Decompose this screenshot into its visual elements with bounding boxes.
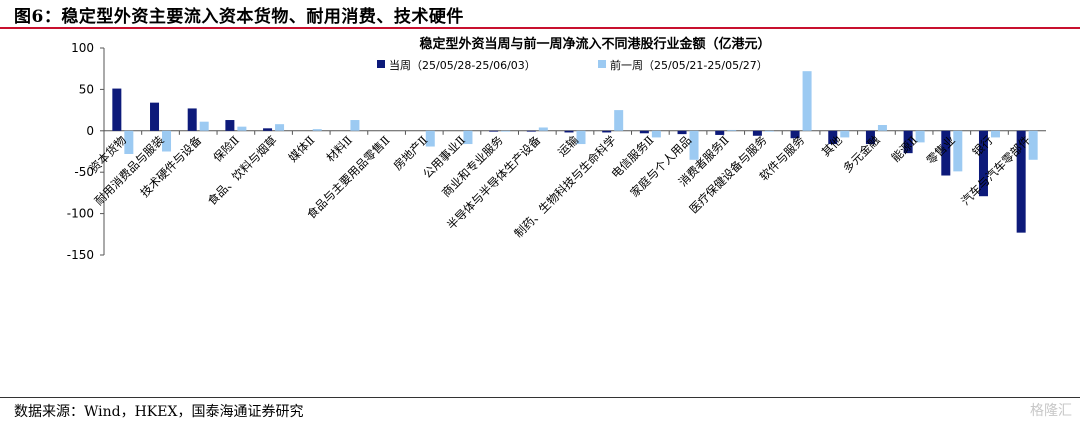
bar-previous-8 (425, 130, 435, 147)
bar-previous-23 (990, 130, 1000, 138)
bars (112, 71, 1038, 233)
bar-previous-9 (463, 130, 473, 145)
bar-current-0 (112, 88, 122, 131)
figure-title: 图6：稳定型外资主要流入资本货物、耐用消费、技术硬件 (14, 7, 464, 27)
bar-previous-4 (275, 124, 285, 131)
axes: 100 50 0 -50 -100 -150 (67, 41, 1046, 262)
bar-current-1 (150, 102, 160, 131)
bar-previous-21 (915, 130, 925, 143)
bar-current-20 (865, 130, 875, 145)
bar-previous-2 (199, 121, 209, 131)
bar-current-14 (639, 130, 649, 134)
x-category-label: 多元金融 (840, 133, 883, 176)
bar-previous-22 (953, 130, 963, 172)
bar-current-17 (752, 130, 762, 136)
x-category-label: 保险Ⅱ (210, 133, 242, 165)
bar-current-10 (489, 130, 499, 132)
y-tick-label: -150 (67, 248, 94, 262)
x-category-label: 零售业 (924, 133, 958, 167)
bar-current-15 (677, 130, 687, 135)
y-tick-label: -50 (74, 165, 94, 179)
bar-current-11 (526, 130, 536, 132)
bar-previous-12 (576, 130, 586, 145)
bar-previous-1 (162, 130, 172, 152)
source-note: 数据来源：Wind，HKEX，国泰海通证券研究 (14, 404, 304, 420)
y-tick-label: 0 (86, 124, 94, 138)
bar-previous-24 (1028, 130, 1038, 160)
x-category-label: 材料Ⅱ (323, 133, 355, 165)
top-rule (0, 27, 1080, 29)
bar-current-3 (225, 120, 235, 131)
y-tick-label: -100 (67, 207, 94, 221)
bar-current-21 (903, 130, 913, 154)
legend-swatch-previous (598, 60, 606, 68)
bar-current-23 (978, 130, 988, 197)
bar-current-18 (790, 130, 800, 139)
y-tick-label: 100 (71, 41, 94, 55)
bottom-rule (0, 397, 1080, 398)
bar-previous-18 (802, 71, 812, 131)
x-category-label: 食品、饮料与烟草 (205, 133, 280, 208)
bar-previous-19 (840, 130, 850, 138)
bar-current-4 (263, 128, 273, 131)
legend-label-current: 当周（25/05/28-25/06/03） (389, 58, 536, 72)
bar-previous-10 (501, 130, 511, 132)
bar-current-22 (941, 130, 951, 176)
bar-previous-14 (651, 130, 661, 138)
bar-current-19 (828, 130, 838, 145)
bar-previous-20 (877, 125, 887, 131)
bar-previous-3 (237, 126, 247, 131)
legend-label-previous: 前一周（25/05/21-25/05/27） (610, 58, 768, 72)
bar-previous-16 (727, 129, 737, 131)
bar-current-16 (715, 130, 725, 135)
bar-previous-13 (614, 110, 624, 131)
bar-current-12 (564, 130, 574, 133)
legend: 当周（25/05/28-25/06/03） 前一周（25/05/21-25/05… (377, 58, 768, 72)
bar-previous-5 (312, 129, 322, 131)
bar-previous-15 (689, 130, 699, 160)
chart-title: 稳定型外资当周与前一周净流入不同港股行业金额（亿港元） (419, 36, 770, 52)
bar-current-2 (187, 108, 197, 131)
legend-swatch-current (377, 60, 385, 68)
watermark: 格隆汇 (1030, 403, 1072, 419)
bar-previous-0 (124, 130, 134, 154)
bar-previous-11 (538, 127, 548, 131)
x-category-label: 媒体Ⅱ (286, 133, 318, 165)
bar-previous-17 (764, 130, 774, 132)
bar-current-24 (1016, 130, 1026, 233)
bar-previous-6 (350, 120, 360, 131)
bar-chart: 稳定型外资当周与前一周净流入不同港股行业金额（亿港元） 当周（25/05/28-… (67, 36, 1046, 262)
y-tick-label: 50 (79, 82, 94, 96)
bar-current-13 (602, 130, 612, 133)
x-category-label: 能源Ⅱ (889, 133, 921, 165)
